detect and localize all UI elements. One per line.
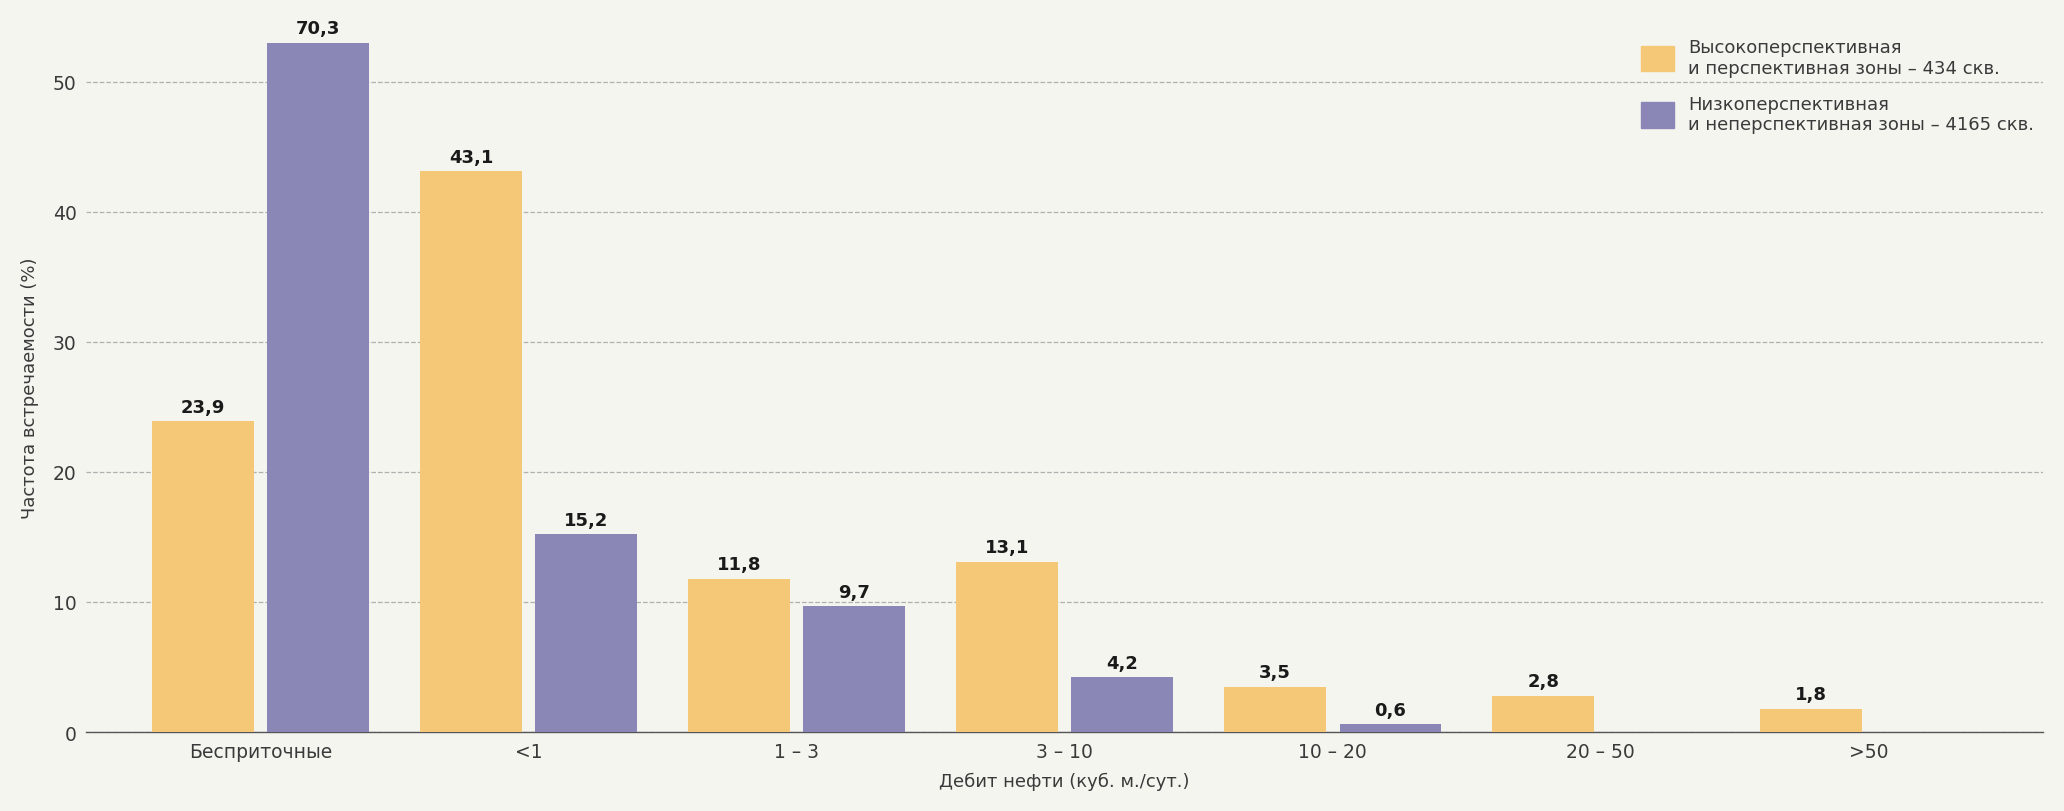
Legend: Высокоперспективная
и перспективная зоны – 434 скв., Низкоперспективная
и неперс: Высокоперспективная и перспективная зоны… (1641, 39, 2035, 135)
Bar (1492, 696, 1593, 732)
Text: 15,2: 15,2 (563, 512, 609, 530)
Bar (266, 0, 369, 732)
Text: 4,2: 4,2 (1106, 654, 1139, 672)
Bar (1224, 687, 1325, 732)
Bar (803, 606, 906, 732)
Bar (1071, 678, 1172, 732)
Bar (1761, 709, 1862, 732)
Y-axis label: Частота встречаемости (%): Частота встречаемости (%) (21, 257, 39, 518)
Bar (956, 562, 1059, 732)
Text: 70,3: 70,3 (295, 20, 341, 38)
Bar (535, 534, 638, 732)
Bar (153, 422, 254, 732)
X-axis label: Дебит нефти (куб. м./сут.): Дебит нефти (куб. м./сут.) (939, 772, 1191, 790)
Text: 9,7: 9,7 (838, 583, 871, 601)
Bar (1340, 724, 1441, 732)
Text: 11,8: 11,8 (716, 556, 762, 573)
Text: 13,1: 13,1 (985, 539, 1030, 557)
Text: 1,8: 1,8 (1796, 685, 1827, 704)
Text: 23,9: 23,9 (182, 398, 225, 416)
Text: 3,5: 3,5 (1259, 663, 1292, 681)
Text: 0,6: 0,6 (1375, 702, 1406, 719)
Bar (687, 579, 791, 732)
Text: 43,1: 43,1 (448, 149, 493, 167)
Bar (421, 172, 522, 732)
Text: 2,8: 2,8 (1527, 672, 1558, 691)
